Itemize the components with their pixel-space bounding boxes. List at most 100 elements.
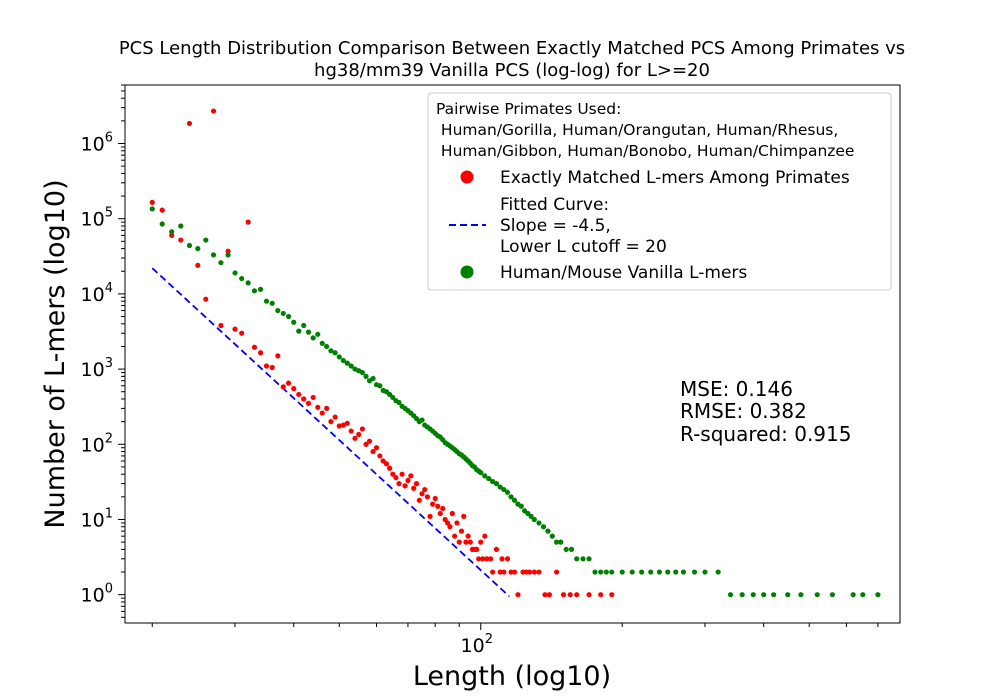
data-point xyxy=(488,556,494,562)
data-point xyxy=(296,328,302,334)
data-point xyxy=(280,310,286,317)
data-point xyxy=(396,481,402,487)
data-point xyxy=(875,592,881,598)
data-point xyxy=(203,237,209,243)
data-point xyxy=(553,539,560,545)
data-point xyxy=(456,539,462,545)
data-point xyxy=(383,461,390,467)
legend: Pairwise Primates Used: Human/Gorilla, H… xyxy=(427,92,892,291)
data-point xyxy=(352,435,358,441)
x-axis-label: Length (log10) xyxy=(413,661,611,692)
data-point xyxy=(482,473,488,479)
data-point xyxy=(336,423,342,429)
y-tick-label: 103 xyxy=(81,356,113,381)
data-point xyxy=(285,380,292,386)
data-point xyxy=(515,592,521,598)
data-point xyxy=(328,419,334,425)
series-exact-matched xyxy=(149,108,615,598)
data-point xyxy=(478,539,484,545)
data-point xyxy=(332,414,338,420)
data-point xyxy=(648,569,654,575)
data-point xyxy=(474,546,480,553)
data-point xyxy=(416,497,422,503)
data-point xyxy=(377,453,383,459)
data-point xyxy=(251,344,258,350)
axes-layer: 100 101 102 103 104 105 106 102 xyxy=(81,84,879,657)
data-point xyxy=(424,494,430,500)
y-tick-label: 104 xyxy=(81,281,113,306)
data-point xyxy=(413,481,420,487)
data-point xyxy=(257,286,264,292)
data-point xyxy=(482,533,488,539)
data-point xyxy=(480,556,486,562)
data-point xyxy=(210,108,217,114)
data-point xyxy=(437,510,443,517)
data-point xyxy=(363,441,369,447)
data-point xyxy=(195,262,201,268)
data-point xyxy=(461,513,467,519)
data-point xyxy=(545,528,551,534)
data-point xyxy=(490,478,496,485)
data-point xyxy=(195,246,201,252)
data-point xyxy=(440,505,446,512)
data-point xyxy=(359,426,365,432)
data-point xyxy=(269,364,275,371)
data-point xyxy=(332,350,338,356)
data-point xyxy=(586,556,592,562)
data-point xyxy=(359,369,365,376)
data-point xyxy=(546,592,553,598)
data-point xyxy=(761,592,767,598)
data-point xyxy=(263,363,270,369)
data-point xyxy=(465,533,471,539)
data-point xyxy=(511,569,518,575)
data-point xyxy=(405,477,411,484)
chart-title: PCS Length Distribution Comparison Betwe… xyxy=(119,38,905,81)
data-point xyxy=(504,489,511,495)
data-point xyxy=(798,592,804,598)
data-point xyxy=(497,569,503,575)
data-point xyxy=(750,592,756,598)
data-point xyxy=(454,520,460,526)
data-point xyxy=(528,513,534,519)
data-point xyxy=(159,221,165,227)
stats-rmse: RMSE: 0.382 xyxy=(680,399,807,423)
y-tick-label: 102 xyxy=(81,431,113,456)
y-tick-label: 101 xyxy=(81,506,113,531)
data-point xyxy=(504,556,511,562)
fitted-curve-line xyxy=(151,267,510,598)
data-point xyxy=(531,516,537,523)
data-point xyxy=(478,470,484,476)
data-point xyxy=(508,494,514,500)
data-point xyxy=(419,491,425,497)
data-point xyxy=(427,513,433,519)
data-point xyxy=(432,495,438,502)
data-point xyxy=(315,404,321,410)
data-point xyxy=(850,592,856,598)
data-point xyxy=(169,232,175,238)
data-point xyxy=(269,300,275,306)
data-point xyxy=(629,569,635,575)
legend-title-line-2: Human/Gorilla, Human/Orangutan, Human/Rh… xyxy=(436,121,838,139)
plot-area xyxy=(124,84,901,624)
data-point xyxy=(245,280,251,286)
data-point xyxy=(291,386,297,392)
data-point xyxy=(305,400,312,406)
data-point xyxy=(310,394,316,401)
data-point xyxy=(458,528,465,534)
data-point xyxy=(452,533,458,539)
data-point xyxy=(829,592,835,598)
data-point xyxy=(619,569,625,575)
data-point xyxy=(739,592,745,598)
data-point xyxy=(518,503,524,509)
data-point xyxy=(598,569,604,575)
data-point xyxy=(609,592,615,598)
data-point xyxy=(422,486,428,493)
y-tick-label: 105 xyxy=(81,206,113,231)
data-point xyxy=(296,391,302,398)
data-point xyxy=(540,524,547,530)
data-point xyxy=(373,445,380,451)
data-point xyxy=(574,556,580,562)
data-point xyxy=(285,313,292,320)
data-point xyxy=(225,248,231,254)
data-point xyxy=(225,252,231,258)
